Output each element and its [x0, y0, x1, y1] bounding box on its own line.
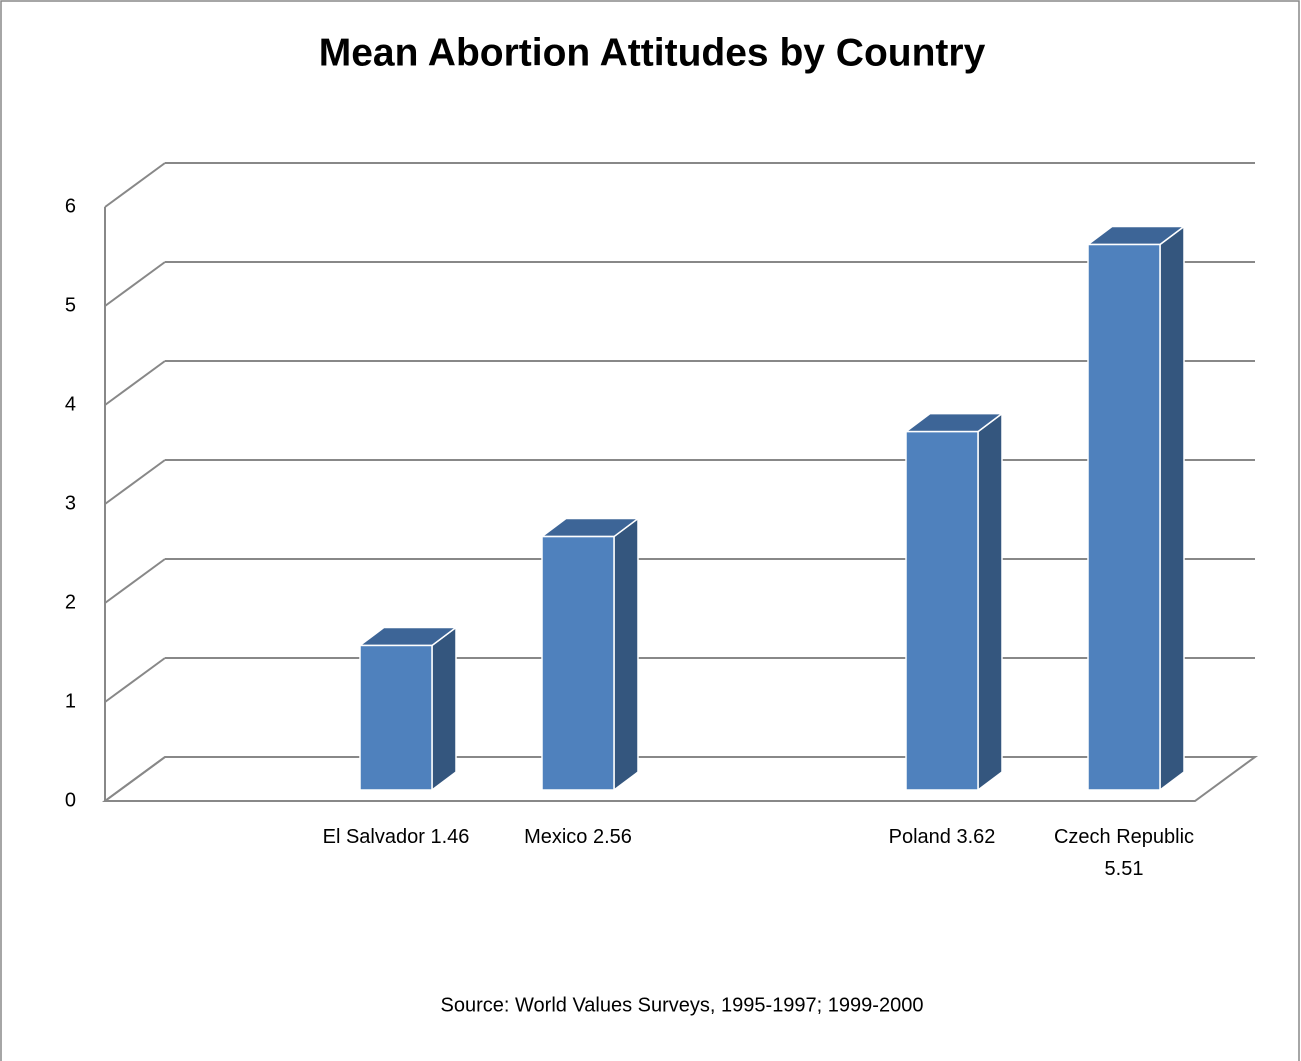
y-tick-label: 5	[65, 294, 76, 316]
bar-side	[613, 517, 639, 792]
bar	[905, 430, 979, 791]
bar	[359, 644, 433, 791]
chart-title: Mean Abortion Attitudes by Country	[319, 31, 986, 74]
bar-side	[977, 412, 1003, 792]
grid-line-side	[104, 162, 166, 208]
y-tick-label: 0	[65, 789, 76, 811]
grid-line-side	[104, 261, 166, 307]
y-tick-label: 6	[65, 195, 76, 217]
grid-line-side	[104, 756, 166, 802]
x-tick-label: Czech Republic 5.51	[1053, 826, 1195, 880]
grid-line-side	[104, 360, 166, 406]
x-tick-label: Poland 3.62	[888, 826, 996, 848]
bar-side	[431, 625, 457, 792]
y-tick-label: 3	[65, 492, 76, 514]
grid-line-side	[104, 558, 166, 604]
grid-line-side	[104, 657, 166, 703]
bar	[1087, 243, 1161, 791]
x-tick-label: Mexico 2.56	[524, 826, 632, 848]
bar	[541, 535, 615, 791]
grid-line-side	[104, 459, 166, 505]
source-note: Source: World Values Surveys, 1995-1997;…	[441, 994, 924, 1016]
bar-side	[1159, 225, 1185, 792]
y-tick-label: 4	[65, 393, 76, 415]
y-tick-label: 2	[65, 591, 76, 613]
x-tick-label: El Salvador 1.46	[322, 826, 470, 848]
y-tick-label: 1	[65, 690, 76, 712]
